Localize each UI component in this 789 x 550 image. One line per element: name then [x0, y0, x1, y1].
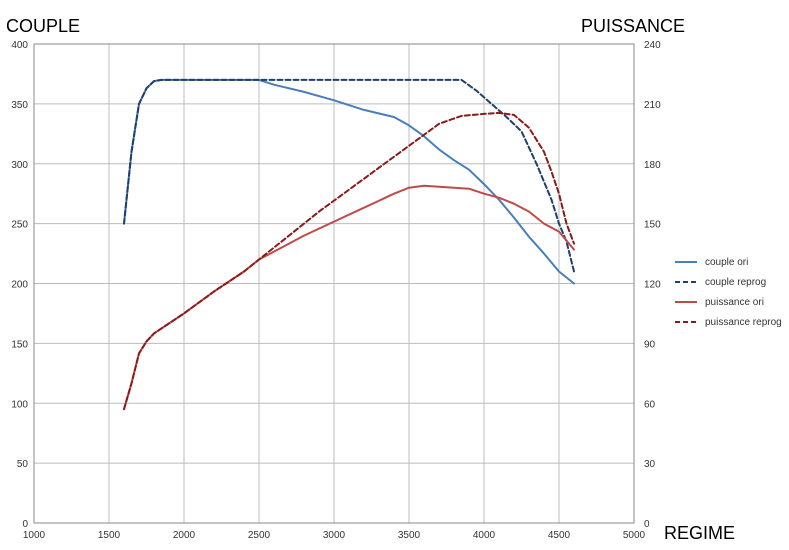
y-tick-label: 250	[11, 220, 28, 231]
y2-tick-label: 30	[644, 459, 656, 470]
y-axis-title: COUPLE	[6, 16, 80, 36]
x-tick-label: 1500	[98, 530, 121, 541]
x-tick-label: 4500	[548, 530, 571, 541]
y2-tick-label: 210	[644, 100, 661, 111]
series-line-puissance-reprog	[123, 111, 575, 411]
y2-tick-label: 0	[644, 519, 650, 530]
series-line-couple-ori	[123, 78, 575, 285]
x-tick-label: 2000	[173, 530, 196, 541]
series-lines	[123, 78, 575, 411]
y-tick-label: 50	[17, 459, 29, 470]
legend-label: puissance ori	[705, 297, 764, 308]
y2-tick-label: 240	[644, 40, 661, 51]
series-line-puissance-ori	[123, 184, 575, 411]
legend: couple ori couple reprog puissance ori puis…	[675, 257, 782, 328]
grid	[33, 43, 635, 524]
x-tick-label: 3000	[323, 530, 346, 541]
legend-label: couple reprog	[705, 277, 766, 288]
x-tick-label: 5000	[623, 530, 646, 541]
y-tick-label: 300	[11, 160, 28, 171]
x-tick-label: 1000	[23, 530, 46, 541]
plot-frame	[33, 43, 635, 524]
legend-label: couple ori	[705, 257, 748, 268]
y-tick-label: 150	[11, 339, 28, 350]
x-tick-label: 2500	[248, 530, 271, 541]
y-tick-label: 400	[11, 40, 28, 51]
y2-tick-label: 180	[644, 160, 661, 171]
x-axis-title: REGIME	[664, 523, 735, 543]
y2-tick-label: 150	[644, 220, 661, 231]
y2-axis-title: PUISSANCE	[581, 16, 685, 36]
y-tick-label: 200	[11, 280, 28, 291]
y2-tick-label: 60	[644, 399, 656, 410]
y-tick-label: 0	[22, 519, 28, 530]
y-tick-label: 350	[11, 100, 28, 111]
y2-tick-label: 120	[644, 280, 661, 291]
y2-tick-label: 90	[644, 339, 656, 350]
x-tick-label: 4000	[473, 530, 496, 541]
legend-label: puissance reprog	[705, 317, 782, 328]
x-tick-label: 3500	[398, 530, 421, 541]
series-line-couple-reprog	[123, 78, 575, 273]
y-tick-label: 100	[11, 399, 28, 410]
axes: 0501001502002503003504000306090120150180…	[11, 40, 661, 541]
